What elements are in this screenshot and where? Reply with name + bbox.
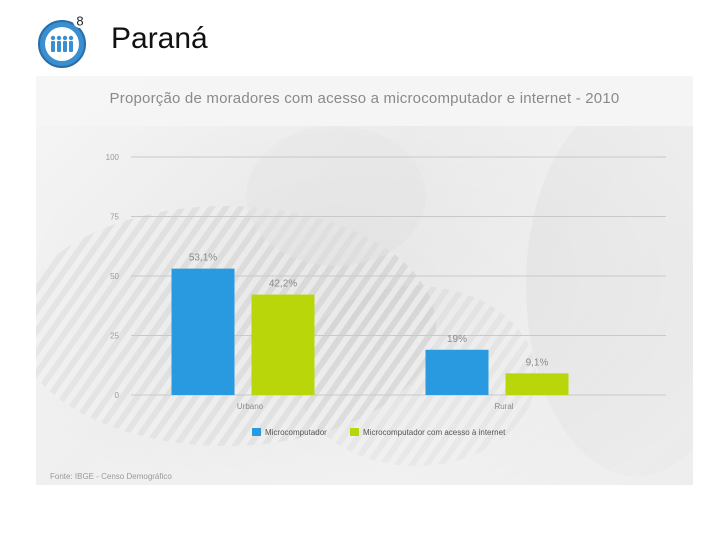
y-tick-label: 100	[106, 153, 120, 162]
page-title: Paraná	[111, 22, 208, 55]
y-tick-label: 50	[110, 272, 119, 281]
legend-swatch	[350, 428, 359, 436]
chart-title: Proporção de moradores com acesso a micr…	[109, 90, 620, 107]
y-tick-label: 0	[115, 391, 120, 400]
chart-title-band	[36, 76, 693, 126]
bar	[171, 268, 235, 395]
bar	[251, 294, 315, 395]
data-label: 42,2%	[269, 279, 297, 290]
legend-label: Microcomputador	[265, 428, 327, 437]
x-tick-label: Rural	[494, 402, 513, 411]
x-tick-label: Urbano	[237, 402, 264, 411]
population-group-icon: 8	[36, 14, 92, 70]
legend-label: Microcomputador com acesso à internet	[363, 428, 506, 437]
data-label: 9,1%	[526, 357, 549, 368]
icon-badge-number: 8	[76, 14, 83, 29]
bar	[505, 373, 569, 395]
bar-chart: 0 25 50 75 100 53,1% 42,2% Urbano 19% 9,1% Rural Mi…	[106, 153, 666, 437]
y-tick-label: 25	[110, 332, 119, 341]
y-tick-label: 75	[110, 213, 119, 222]
background-photo	[36, 76, 693, 485]
chart-source: Fonte: IBGE - Censo Demográfico	[50, 472, 172, 481]
legend-swatch	[252, 428, 261, 436]
bar	[425, 349, 489, 395]
data-label: 53,1%	[189, 253, 217, 264]
chart-panel: Proporção de moradores com acesso a micr…	[36, 76, 693, 485]
data-label: 19%	[447, 334, 467, 345]
